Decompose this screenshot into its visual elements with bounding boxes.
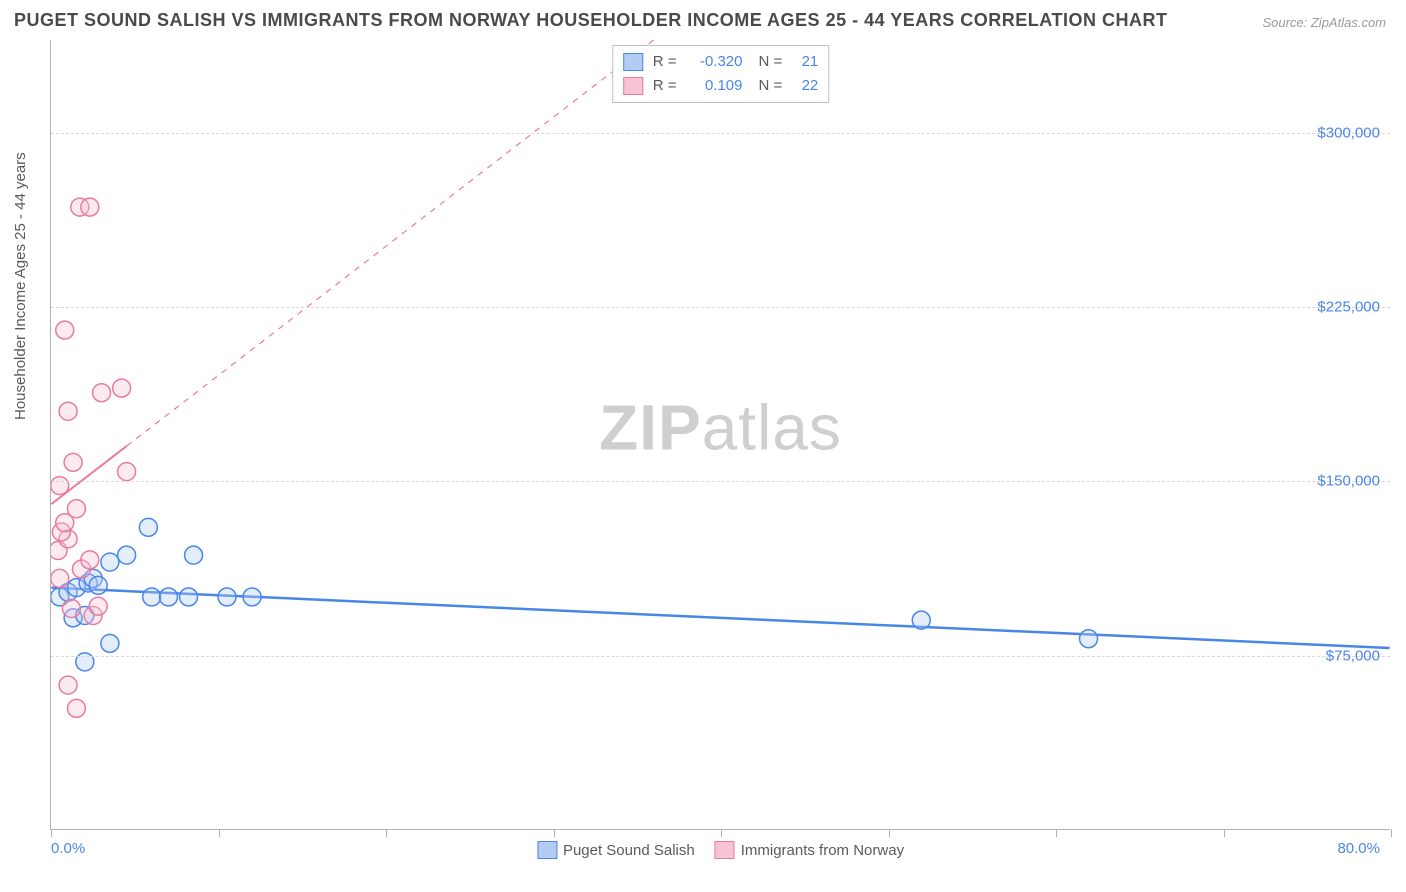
x-tick — [386, 829, 387, 837]
legend-row-1: R = -0.320 N = 21 — [623, 50, 819, 74]
legend-item-2: Immigrants from Norway — [715, 841, 904, 859]
swatch-bottom-2 — [715, 841, 735, 859]
data-point — [243, 588, 261, 606]
correlation-legend: R = -0.320 N = 21 R = 0.109 N = 22 — [612, 45, 830, 103]
n-label: N = — [759, 74, 783, 98]
y-tick-label: $75,000 — [1326, 647, 1380, 664]
data-point — [62, 600, 80, 618]
swatch-bottom-1 — [537, 841, 557, 859]
data-point — [101, 634, 119, 652]
data-point — [113, 379, 131, 397]
x-tick — [554, 829, 555, 837]
data-point — [218, 588, 236, 606]
legend-label-2: Immigrants from Norway — [741, 842, 904, 859]
data-point — [64, 453, 82, 471]
r-value-2: 0.109 — [683, 74, 743, 98]
data-point — [912, 611, 930, 629]
data-point — [89, 597, 107, 615]
data-point — [118, 546, 136, 564]
x-tick-label: 80.0% — [1337, 840, 1380, 857]
n-label: N = — [759, 50, 783, 74]
gridline — [51, 481, 1390, 482]
series-legend: Puget Sound Salish Immigrants from Norwa… — [537, 841, 904, 859]
trend-line-dashed — [127, 40, 654, 446]
n-value-1: 21 — [788, 50, 818, 74]
gridline — [51, 307, 1390, 308]
y-tick-label: $300,000 — [1317, 124, 1380, 141]
data-point — [139, 518, 157, 536]
y-tick-label: $150,000 — [1317, 473, 1380, 490]
data-point — [56, 321, 74, 339]
x-tick — [721, 829, 722, 837]
data-point — [118, 463, 136, 481]
legend-item-1: Puget Sound Salish — [537, 841, 695, 859]
data-point — [59, 676, 77, 694]
data-point — [89, 576, 107, 594]
x-tick — [51, 829, 52, 837]
x-tick-label: 0.0% — [51, 840, 85, 857]
gridline — [51, 133, 1390, 134]
x-tick — [1056, 829, 1057, 837]
chart-plot-area: ZIPatlas R = -0.320 N = 21 R = 0.109 N =… — [50, 40, 1390, 830]
data-point — [51, 477, 69, 495]
swatch-series-2 — [623, 77, 643, 95]
data-point — [67, 500, 85, 518]
data-point — [59, 402, 77, 420]
chart-title: PUGET SOUND SALISH VS IMMIGRANTS FROM NO… — [14, 10, 1167, 31]
data-point — [81, 551, 99, 569]
y-axis-label: Householder Income Ages 25 - 44 years — [12, 152, 29, 420]
swatch-series-1 — [623, 53, 643, 71]
data-point — [159, 588, 177, 606]
data-point — [185, 546, 203, 564]
r-value-1: -0.320 — [683, 50, 743, 74]
data-point — [143, 588, 161, 606]
data-point — [101, 553, 119, 571]
r-label: R = — [653, 74, 677, 98]
x-tick — [1391, 829, 1392, 837]
data-point — [51, 569, 69, 587]
data-point — [81, 198, 99, 216]
r-label: R = — [653, 50, 677, 74]
y-tick-label: $225,000 — [1317, 299, 1380, 316]
x-tick — [219, 829, 220, 837]
legend-row-2: R = 0.109 N = 22 — [623, 74, 819, 98]
gridline — [51, 656, 1390, 657]
data-point — [93, 384, 111, 402]
data-point — [180, 588, 198, 606]
legend-label-1: Puget Sound Salish — [563, 842, 695, 859]
n-value-2: 22 — [788, 74, 818, 98]
trend-line-solid — [51, 446, 126, 504]
x-tick — [1224, 829, 1225, 837]
source-label: Source: ZipAtlas.com — [1262, 15, 1386, 30]
x-tick — [889, 829, 890, 837]
scatter-svg — [51, 40, 1390, 829]
data-point — [1080, 630, 1098, 648]
data-point — [67, 699, 85, 717]
